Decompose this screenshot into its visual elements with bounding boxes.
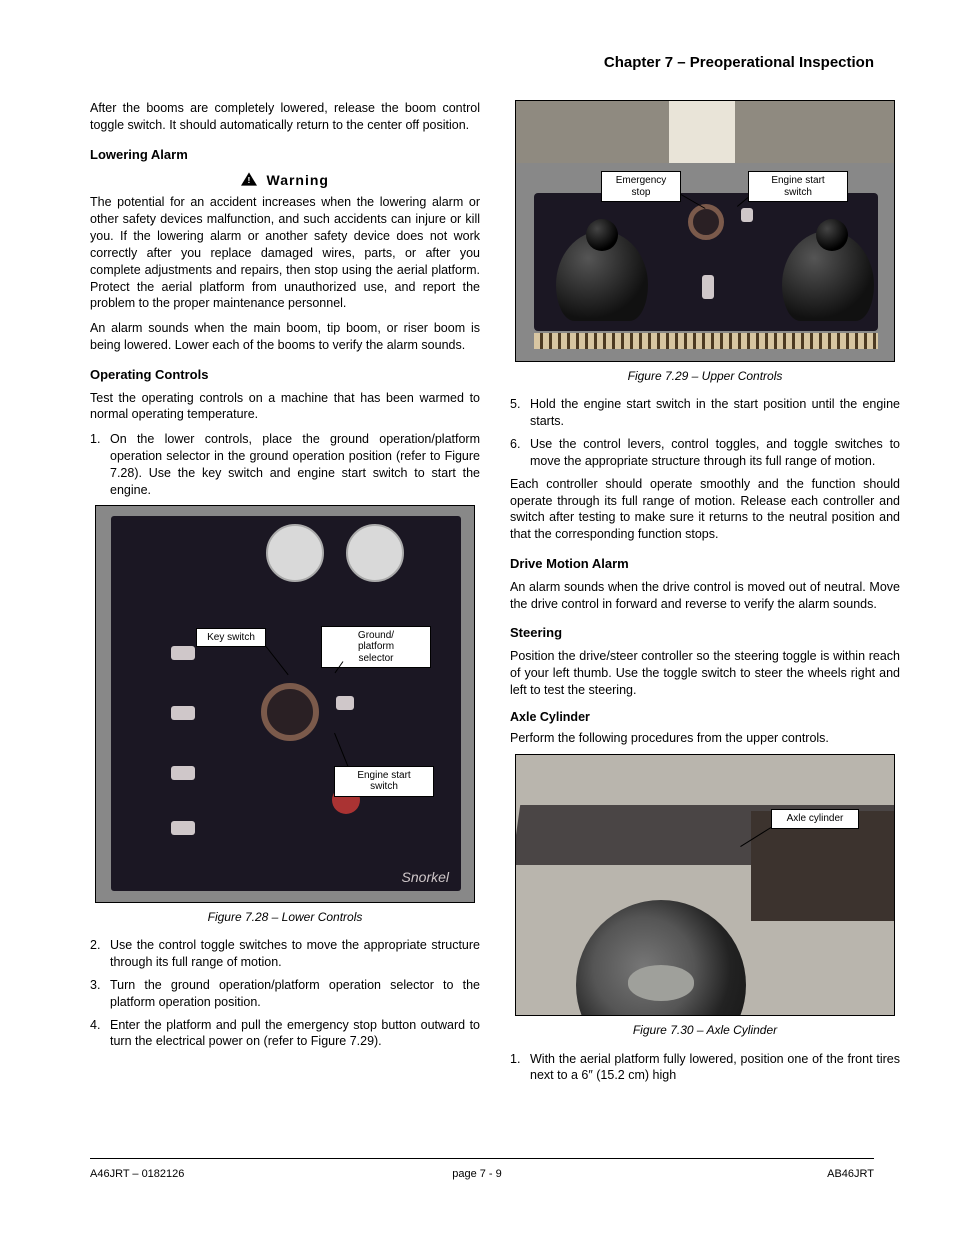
heading-drive-motion-alarm: Drive Motion Alarm (510, 555, 900, 573)
figure-7-28: Snorkel Key switch Ground/ platform sele… (95, 505, 475, 903)
heading-lowering-alarm: Lowering Alarm (90, 146, 480, 164)
left-column: After the booms are completely lowered, … (90, 100, 480, 1056)
footer-center: page 7 - 9 (0, 1168, 954, 1180)
callout-selector: Ground/ platform selector (321, 626, 431, 669)
warning-block: ! Warning The potential for an accident … (90, 171, 480, 312)
paragraph: Each controller should operate smoothly … (510, 476, 900, 544)
steps-list-right: 5.Hold the engine start switch in the st… (510, 396, 900, 470)
step-text: On the lower controls, place the ground … (110, 432, 480, 497)
page: Chapter 7 – Preoperational Inspection Af… (0, 0, 954, 1235)
list-item: 1.On the lower controls, place the groun… (90, 431, 480, 499)
list-item: 3.Turn the ground operation/platform ope… (90, 977, 480, 1011)
warning-triangle-icon: ! (241, 172, 257, 186)
step-text: Use the control levers, control toggles,… (530, 437, 900, 468)
warning-label: Warning (267, 172, 329, 188)
heading-steering: Steering (510, 624, 900, 642)
step-text: Turn the ground operation/platform opera… (110, 978, 480, 1009)
paragraph: After the booms are completely lowered, … (90, 100, 480, 134)
right-column: Emergency stop Engine start switch Figur… (510, 100, 900, 1090)
list-item: 5.Hold the engine start switch in the st… (510, 396, 900, 430)
list-item: 2.Use the control toggle switches to mov… (90, 937, 480, 971)
steps-list-left-2: 2.Use the control toggle switches to mov… (90, 937, 480, 1050)
chapter-title: Chapter 7 – Preoperational Inspection (604, 54, 874, 71)
paragraph: Position the drive/steer controller so t… (510, 648, 900, 699)
figure-7-29-caption: Figure 7.29 – Upper Controls (510, 368, 900, 384)
footer-rule (90, 1158, 874, 1159)
paragraph: Test the operating controls on a machine… (90, 390, 480, 424)
step-text: Use the control toggle switches to move … (110, 938, 480, 969)
figure-7-28-caption: Figure 7.28 – Lower Controls (90, 909, 480, 925)
step-text: With the aerial platform fully lowered, … (530, 1052, 900, 1083)
paragraph: An alarm sounds when the main boom, tip … (90, 320, 480, 354)
svg-text:!: ! (248, 175, 251, 185)
brand-snorkel: Snorkel (402, 868, 449, 887)
footer-right: AB46JRT (827, 1168, 874, 1180)
heading-axle-cylinder: Axle Cylinder (510, 709, 900, 726)
callout-engine-start: Engine start switch (334, 766, 434, 797)
callout-emergency-stop: Emergency stop (601, 171, 681, 202)
heading-operating-controls: Operating Controls (90, 366, 480, 384)
step-text: Enter the platform and pull the emergenc… (110, 1018, 480, 1049)
warning-body: The potential for an accident increases … (90, 194, 480, 312)
list-item: 4.Enter the platform and pull the emerge… (90, 1017, 480, 1051)
callout-engine-start-upper: Engine start switch (748, 171, 848, 202)
list-item: 1.With the aerial platform fully lowered… (510, 1051, 900, 1085)
list-item: 6.Use the control levers, control toggle… (510, 436, 900, 470)
figure-7-30-caption: Figure 7.30 – Axle Cylinder (510, 1022, 900, 1038)
figure-7-29: Emergency stop Engine start switch (515, 100, 895, 362)
paragraph: An alarm sounds when the drive control i… (510, 579, 900, 613)
step-text: Hold the engine start switch in the star… (530, 397, 900, 428)
callout-axle-cylinder: Axle cylinder (771, 809, 859, 829)
callout-key-switch: Key switch (196, 628, 266, 648)
steps-list-left: 1.On the lower controls, place the groun… (90, 431, 480, 499)
paragraph: Perform the following procedures from th… (510, 730, 900, 747)
steps-axle: 1.With the aerial platform fully lowered… (510, 1051, 900, 1085)
figure-7-30: Axle cylinder (515, 754, 895, 1016)
